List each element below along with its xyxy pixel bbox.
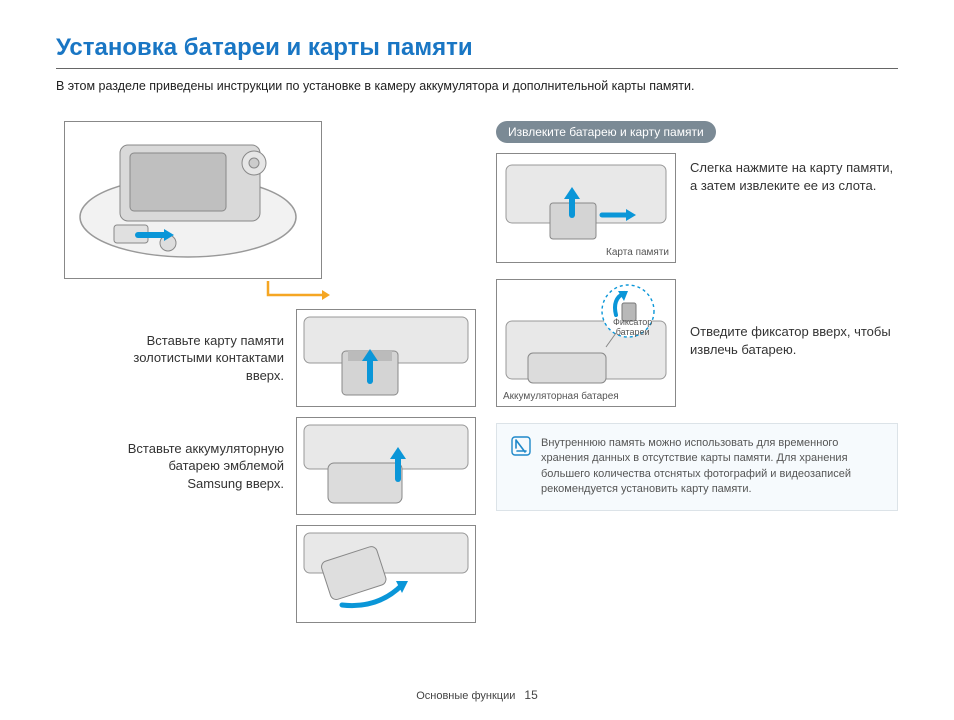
connector-arrow bbox=[218, 279, 476, 299]
figure-insert-battery bbox=[296, 417, 476, 515]
step-insert-battery: Вставьте аккумуляторную батарею эмблемой… bbox=[124, 417, 476, 515]
remove-card-text: Слегка нажмите на карту памяти, а затем … bbox=[690, 153, 898, 195]
page-footer: Основные функции 15 bbox=[0, 688, 954, 702]
footer-label: Основные функции bbox=[416, 690, 515, 702]
note-icon bbox=[511, 436, 531, 456]
caption-lock: Фиксатор батареи bbox=[613, 318, 652, 338]
page-title: Установка батареи и карты памяти bbox=[56, 34, 898, 69]
figure-remove-battery: Фиксатор батареи Аккумуляторная батарея bbox=[496, 279, 676, 407]
remove-card-row: Карта памяти Слегка нажмите на карту пам… bbox=[496, 153, 898, 263]
figure-insert-card bbox=[296, 309, 476, 407]
caption-battery: Аккумуляторная батарея bbox=[503, 391, 619, 402]
intro-text: В этом разделе приведены инструкции по у… bbox=[56, 79, 898, 93]
remove-battery-row: Фиксатор батареи Аккумуляторная батарея … bbox=[496, 279, 898, 407]
figure-remove-card: Карта памяти bbox=[496, 153, 676, 263]
left-column: Вставьте карту памяти золотистыми контак… bbox=[56, 121, 476, 623]
step1-text: Вставьте карту памяти золотистыми контак… bbox=[124, 332, 284, 385]
note-box: Внутреннюю память можно использовать для… bbox=[496, 423, 898, 511]
page-number: 15 bbox=[524, 688, 537, 702]
remove-heading-pill: Извлеките батарею и карту памяти bbox=[496, 121, 716, 143]
step-close-door bbox=[124, 525, 476, 623]
figure-close-door bbox=[296, 525, 476, 623]
right-column: Извлеките батарею и карту памяти Карта п… bbox=[496, 121, 898, 623]
figure-camera bbox=[64, 121, 322, 279]
remove-battery-text: Отведите фиксатор вверх, чтобы извлечь б… bbox=[690, 279, 898, 359]
step-insert-card: Вставьте карту памяти золотистыми контак… bbox=[124, 309, 476, 407]
step2-text: Вставьте аккумуляторную батарею эмблемой… bbox=[124, 440, 284, 493]
note-text: Внутреннюю память можно использовать для… bbox=[541, 436, 883, 498]
caption-card: Карта памяти bbox=[606, 247, 669, 258]
camera-illustration bbox=[68, 125, 318, 275]
